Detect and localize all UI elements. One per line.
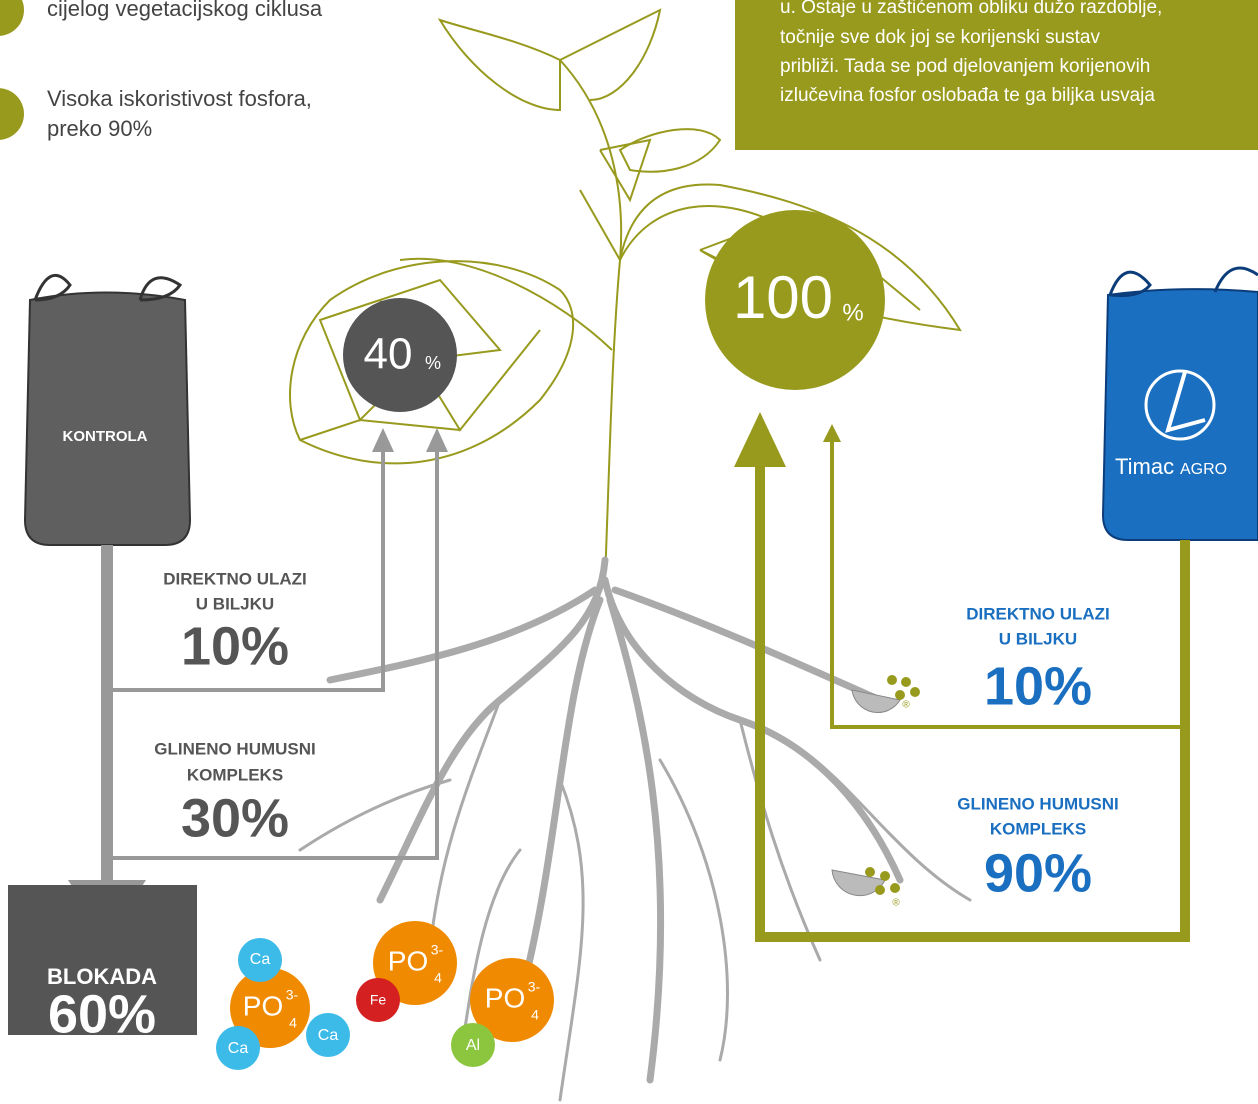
percent: 10% bbox=[984, 656, 1092, 716]
blocked-value: 60% bbox=[48, 984, 156, 1044]
label: U BILJKU bbox=[196, 594, 274, 613]
result-value: 100 bbox=[733, 264, 833, 331]
ion: Ca bbox=[318, 1027, 339, 1044]
bag-handle bbox=[1108, 266, 1258, 297]
logo bbox=[1165, 371, 1206, 433]
bullet-dot bbox=[0, 0, 24, 36]
timac-bag bbox=[1101, 288, 1258, 541]
arrow-head bbox=[372, 428, 394, 452]
percent: 10% bbox=[181, 616, 289, 676]
timac-flow bbox=[755, 440, 1190, 942]
result-value: 40 bbox=[364, 330, 413, 379]
logo bbox=[1144, 369, 1216, 441]
percent: 90% bbox=[984, 843, 1092, 903]
bullet-text: cijelog vegetacijskog ciklusa bbox=[47, 0, 323, 21]
result-circle bbox=[705, 210, 885, 390]
brand-sub: AGRO bbox=[1180, 461, 1227, 478]
roots bbox=[298, 556, 972, 1102]
bullet-dot bbox=[0, 88, 24, 140]
result-unit: % bbox=[842, 299, 863, 326]
info-line: točnije sve dok joj se korijenski sustav bbox=[780, 27, 1100, 48]
control-flow bbox=[101, 452, 439, 885]
arrow-head bbox=[734, 412, 786, 467]
phosphate: PO bbox=[243, 990, 283, 1021]
granule-mark: ® bbox=[902, 700, 910, 711]
granule: ® ® bbox=[831, 675, 920, 909]
label: GLINENO HUMUSNI bbox=[154, 739, 316, 758]
bullet-text: preko 90% bbox=[47, 116, 152, 141]
phosphate: PO bbox=[485, 982, 525, 1013]
molecules bbox=[216, 921, 554, 1070]
charge: 3- bbox=[528, 979, 541, 995]
charge: 3- bbox=[286, 987, 299, 1003]
info-box-bg bbox=[735, 0, 1258, 150]
subscript: 4 bbox=[289, 1015, 297, 1031]
blocked-label: BLOKADA bbox=[47, 964, 157, 989]
result-circle bbox=[343, 298, 457, 412]
info-box: u. Ostaje u zaštićenom obliku dužo razdo… bbox=[735, 0, 1258, 150]
brand: Timac bbox=[1115, 454, 1174, 479]
ion: Al bbox=[466, 1037, 480, 1054]
arrow-head bbox=[823, 424, 841, 442]
ion: Fe bbox=[370, 992, 387, 1008]
label: DIREKTNO ULAZI bbox=[966, 604, 1110, 623]
label: GLINENO HUMUSNI bbox=[957, 794, 1119, 813]
info-line: u. Ostaje u zaštićenom obliku dužo razdo… bbox=[780, 0, 1162, 18]
label: U BILJKU bbox=[999, 629, 1077, 648]
percent: 30% bbox=[181, 788, 289, 848]
subscript: 4 bbox=[434, 970, 442, 986]
label: KOMPLEKS bbox=[187, 765, 283, 784]
control-bag bbox=[23, 291, 192, 546]
blocked-box bbox=[8, 885, 197, 1035]
info-line: izlučevina fosfor oslobađa te ga biljka … bbox=[780, 85, 1155, 106]
label: DIREKTNO ULAZI bbox=[163, 569, 307, 588]
label: KOMPLEKS bbox=[990, 819, 1086, 838]
charge: 3- bbox=[431, 942, 444, 958]
subscript: 4 bbox=[531, 1007, 539, 1023]
bag-label: KONTROLA bbox=[63, 428, 148, 445]
ion: Ca bbox=[228, 1040, 249, 1057]
bullet-text: Visoka iskoristivost fosfora, bbox=[47, 86, 312, 111]
phosphate: PO bbox=[388, 945, 428, 976]
bag-handle bbox=[33, 273, 183, 302]
info-line: približi. Tada se pod djelovanjem korije… bbox=[780, 56, 1150, 77]
result-unit: % bbox=[425, 353, 441, 373]
ion: Ca bbox=[250, 951, 271, 968]
arrow-head bbox=[426, 428, 448, 452]
granule-mark: ® bbox=[892, 898, 900, 909]
